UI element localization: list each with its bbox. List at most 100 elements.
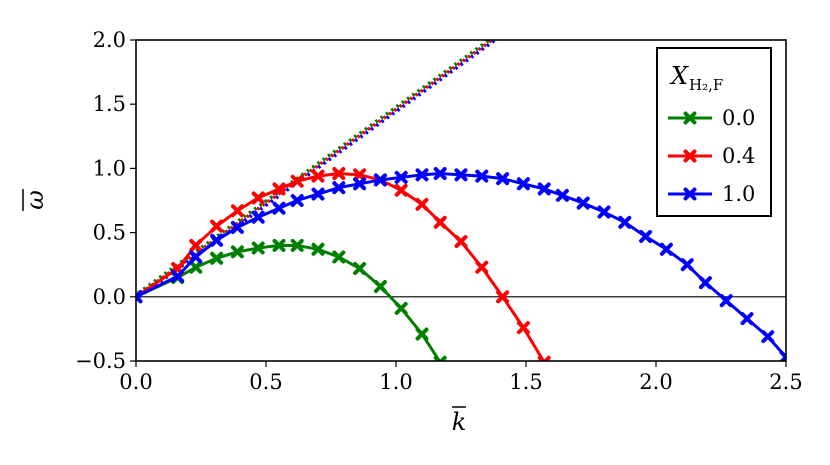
data-point-0.4-18-glyph bbox=[516, 321, 530, 335]
data-point-0.4-8 bbox=[311, 169, 325, 183]
data-point-1.0-14-glyph bbox=[433, 167, 447, 181]
data-point-1.0-8 bbox=[311, 187, 325, 201]
data-point-0.4-14-glyph bbox=[433, 215, 447, 229]
plot-area bbox=[136, 40, 786, 361]
data-point-0.0-3 bbox=[210, 251, 224, 265]
data-point-1.0-3 bbox=[210, 233, 224, 247]
data-point-0.0-12-glyph bbox=[394, 301, 408, 315]
data-point-1.0-22-glyph bbox=[597, 205, 611, 219]
data-point-1.0-24 bbox=[639, 229, 653, 243]
data-point-0.4-13-glyph bbox=[415, 197, 429, 211]
data-point-1.0-26 bbox=[680, 258, 694, 272]
data-point-0.0-4-glyph bbox=[230, 245, 244, 259]
axes-frame bbox=[135, 39, 787, 362]
data-point-1.0-20 bbox=[555, 188, 569, 202]
data-point-1.0-17 bbox=[496, 172, 510, 186]
data-point-0.0-10-glyph bbox=[353, 262, 367, 276]
data-point-0.4-15 bbox=[454, 235, 468, 249]
data-point-1.0-20-glyph bbox=[555, 188, 569, 202]
data-point-0.4-9-glyph bbox=[332, 167, 346, 181]
data-point-0.4-7-glyph bbox=[290, 174, 304, 188]
data-point-1.0-12 bbox=[394, 170, 408, 184]
data-point-0.4-17-glyph bbox=[496, 290, 510, 304]
data-point-1.0-4-glyph bbox=[230, 220, 244, 234]
data-point-1.0-6 bbox=[272, 201, 286, 215]
data-point-1.0-7 bbox=[290, 194, 304, 207]
data-point-1.0-27 bbox=[698, 276, 712, 290]
data-point-1.0-25 bbox=[659, 242, 673, 256]
data-point-1.0-18 bbox=[516, 177, 530, 191]
legend-entries: 0.0 0.4 1.0 bbox=[668, 106, 755, 206]
y-axis-label: ω bbox=[21, 190, 49, 210]
data-point-1.0-29-glyph bbox=[740, 312, 754, 326]
data-point-1.0-19-glyph bbox=[537, 182, 551, 196]
legend-title-subscript: H₂,F bbox=[689, 76, 723, 94]
y-tick-label-3: 1.0 bbox=[93, 156, 126, 180]
data-point-1.0-30 bbox=[761, 330, 775, 344]
data-point-1.0-21 bbox=[576, 196, 590, 210]
x-tick-label-3: 1.5 bbox=[509, 370, 542, 394]
legend-marker-1.0-glyph bbox=[683, 187, 697, 201]
data-point-0.4-10 bbox=[353, 168, 367, 182]
data-point-1.0-11-glyph bbox=[373, 173, 387, 187]
data-point-0.0-2 bbox=[189, 260, 203, 274]
data-point-0.0-12 bbox=[394, 301, 408, 315]
data-point-1.0-1-glyph bbox=[171, 269, 185, 283]
data-point-0.0-3-glyph bbox=[210, 251, 224, 265]
y-tick-label-2: 0.5 bbox=[93, 221, 126, 245]
data-point-1.0-2-glyph bbox=[189, 250, 203, 264]
x-tick-label-4: 2.0 bbox=[639, 370, 672, 394]
legend-label-1.0: 1.0 bbox=[722, 182, 755, 206]
data-point-1.0-6-glyph bbox=[272, 201, 286, 215]
data-point-0.4-17 bbox=[496, 290, 510, 304]
data-point-0.4-5 bbox=[251, 191, 265, 205]
data-point-0.0-4 bbox=[230, 245, 244, 259]
data-point-1.0-12-glyph bbox=[394, 170, 408, 184]
data-point-0.4-14 bbox=[433, 215, 447, 229]
data-point-1.0-22 bbox=[597, 205, 611, 219]
legend-title: X bbox=[669, 62, 689, 90]
y-tick-label-4: 1.5 bbox=[93, 92, 126, 116]
data-point-1.0-1 bbox=[171, 269, 185, 283]
data-point-0.4-9 bbox=[332, 167, 346, 181]
y-tick-label-5: 2.0 bbox=[93, 28, 126, 52]
data-point-0.4-6-glyph bbox=[272, 182, 286, 196]
data-point-0.0-7 bbox=[290, 238, 304, 252]
data-point-1.0-13 bbox=[415, 168, 429, 182]
data-point-1.0-23-glyph bbox=[618, 215, 632, 229]
x-tick-label-0: 0.0 bbox=[119, 370, 152, 394]
data-point-0.4-2-glyph bbox=[189, 238, 203, 252]
legend-label-0.0: 0.0 bbox=[722, 106, 755, 130]
data-point-0.0-11-glyph bbox=[373, 280, 387, 294]
data-point-0.4-13 bbox=[415, 197, 429, 211]
data-point-1.0-31 bbox=[779, 350, 786, 361]
data-point-1.0-10 bbox=[353, 177, 367, 191]
data-point-0.0-14 bbox=[433, 355, 447, 361]
data-point-0.4-16-glyph bbox=[475, 260, 489, 274]
data-point-0.4-19 bbox=[537, 355, 551, 361]
data-point-0.0-2-glyph bbox=[189, 260, 203, 274]
x-tick-label-1: 0.5 bbox=[249, 370, 282, 394]
data-point-1.0-3-glyph bbox=[210, 233, 224, 247]
legend-marker-0.4-glyph bbox=[683, 149, 697, 163]
data-point-0.4-6 bbox=[272, 182, 286, 196]
legend-marker-0.4 bbox=[683, 149, 697, 163]
data-point-1.0-2 bbox=[189, 250, 203, 264]
data-point-1.0-24-glyph bbox=[639, 229, 653, 243]
data-point-1.0-4 bbox=[230, 220, 244, 234]
data-point-1.0-8-glyph bbox=[311, 187, 325, 201]
legend-marker-0.0 bbox=[683, 111, 697, 125]
data-point-1.0-11 bbox=[373, 173, 387, 187]
data-point-0.0-9-glyph bbox=[332, 250, 346, 264]
data-point-1.0-30-glyph bbox=[761, 330, 775, 344]
x-axis-label: k bbox=[452, 408, 467, 436]
y-tick-label-0: −0.5 bbox=[75, 349, 126, 373]
legend-label-0.4: 0.4 bbox=[722, 144, 755, 168]
tangent-line-0.4 bbox=[136, 40, 494, 299]
data-point-1.0-26-glyph bbox=[680, 258, 694, 272]
data-point-1.0-27-glyph bbox=[698, 276, 712, 290]
data-point-0.0-13-glyph bbox=[415, 327, 429, 341]
data-point-0.4-15-glyph bbox=[454, 235, 468, 249]
data-point-0.4-4-glyph bbox=[230, 204, 244, 218]
